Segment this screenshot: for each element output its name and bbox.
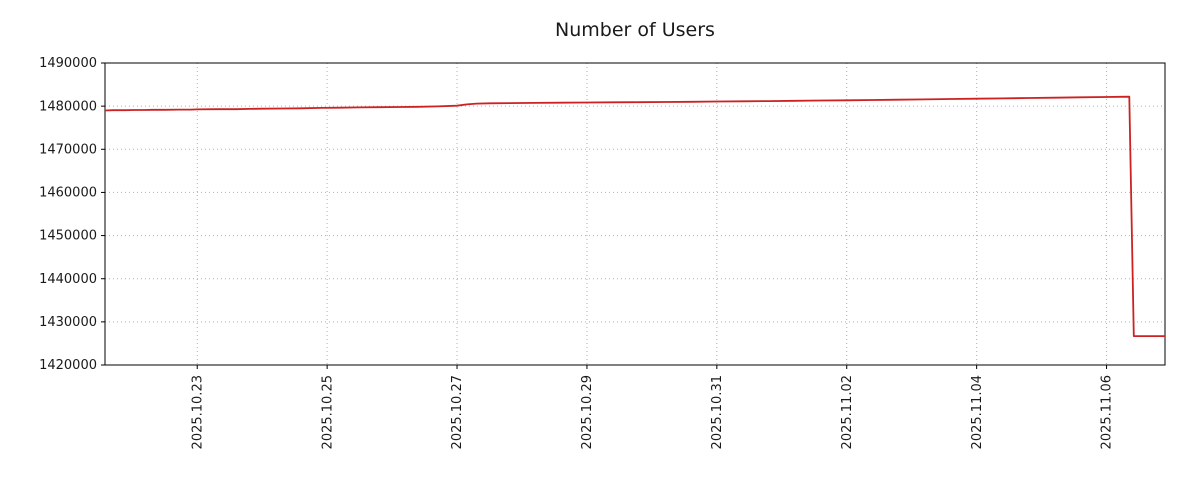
chart-title: Number of Users [555,19,715,41]
x-tick-label: 2025.11.04 [970,375,985,449]
y-tick-label: 1470000 [39,142,97,157]
y-tick-label: 1420000 [39,358,97,373]
y-tick-label: 1450000 [39,229,97,244]
y-tick-label: 1430000 [39,315,97,330]
y-tick-label: 1440000 [39,272,97,287]
x-tick-label: 2025.10.31 [710,375,725,449]
y-tick-label: 1480000 [39,99,97,114]
x-tick-label: 2025.10.25 [320,375,335,449]
series-line [104,95,1165,338]
x-tick-label: 2025.10.23 [190,375,205,449]
x-tick-label: 2025.10.27 [450,375,465,449]
y-tick-label: 1460000 [39,186,97,201]
plot-border [104,62,1166,366]
x-tick-label: 2025.11.06 [1100,375,1115,449]
x-tick-label: 2025.11.02 [840,375,855,449]
x-tick-label: 2025.10.29 [580,375,595,449]
y-tick-label: 1490000 [39,56,97,71]
